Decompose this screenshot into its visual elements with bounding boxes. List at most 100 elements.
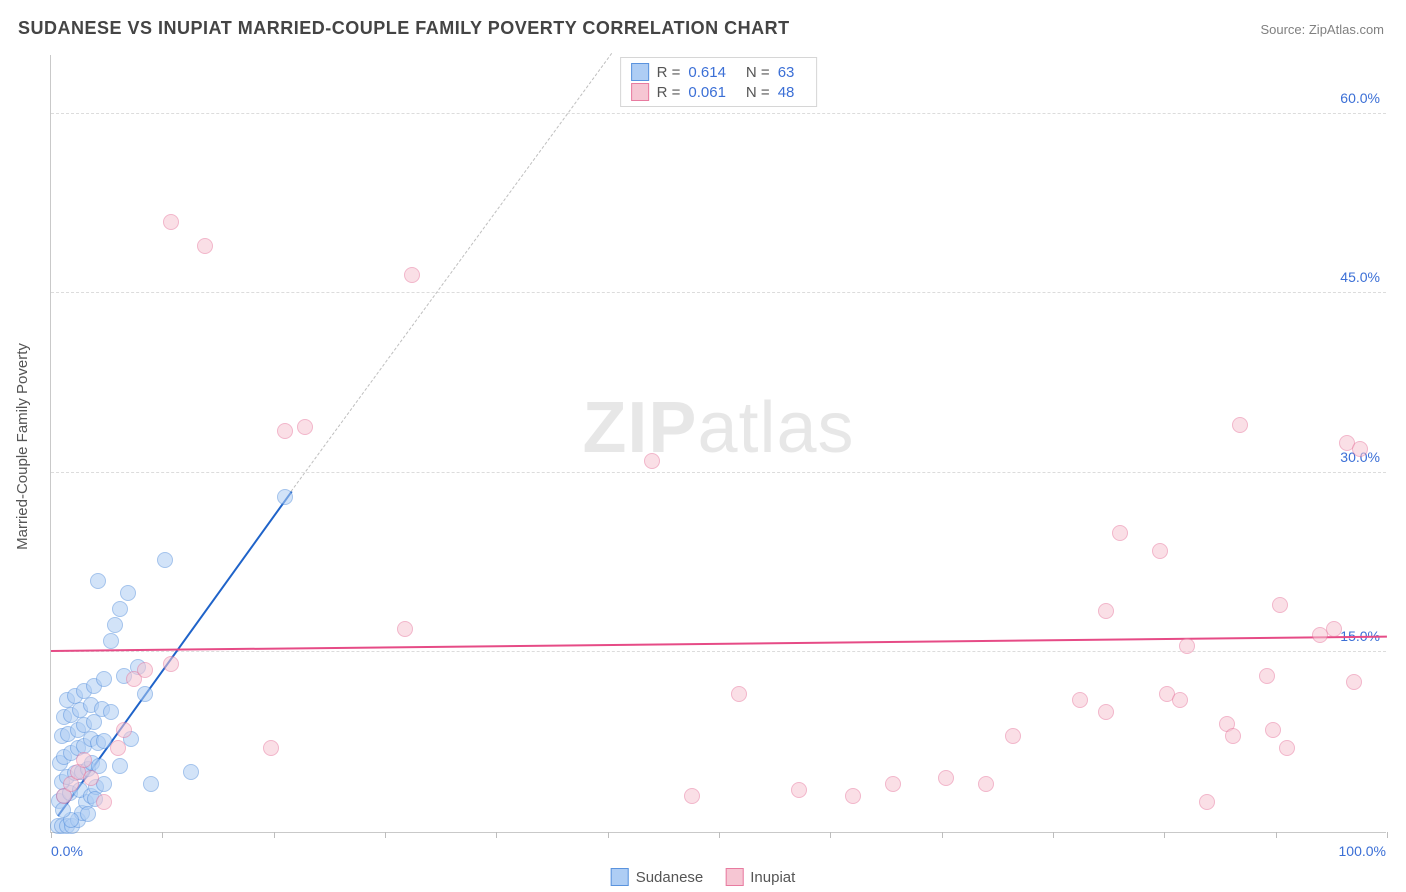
legend-swatch (611, 868, 629, 886)
x-tick (1164, 832, 1165, 838)
data-point (1112, 525, 1128, 541)
data-point (1346, 674, 1362, 690)
data-point (110, 740, 126, 756)
data-point (197, 238, 213, 254)
data-point (80, 806, 96, 822)
legend-label: Inupiat (750, 869, 795, 886)
x-tick (1053, 832, 1054, 838)
data-point (1272, 597, 1288, 613)
n-value: 63 (778, 64, 795, 81)
n-value: 48 (778, 84, 795, 101)
data-point (845, 788, 861, 804)
y-axis-label: Married-Couple Family Poverty (14, 343, 31, 550)
stats-row: R = 0.614 N = 63 (631, 62, 807, 82)
data-point (76, 752, 92, 768)
x-tick (51, 832, 52, 838)
data-point (1098, 603, 1114, 619)
y-axis-label-wrap: Married-Couple Family Poverty (8, 0, 36, 892)
x-tick (1276, 832, 1277, 838)
gridline (51, 113, 1386, 114)
data-point (1005, 728, 1021, 744)
legend-item: Sudanese (611, 868, 704, 886)
x-tick-label: 100.0% (1339, 843, 1386, 859)
r-label: R = (657, 64, 681, 81)
source-label: Source: ZipAtlas.com (1260, 22, 1384, 37)
data-point (112, 758, 128, 774)
x-tick (608, 832, 609, 838)
x-tick (830, 832, 831, 838)
y-tick-label: 60.0% (1340, 90, 1380, 106)
data-point (684, 788, 700, 804)
data-point (1279, 740, 1295, 756)
data-point (978, 776, 994, 792)
legend-swatch (631, 63, 649, 81)
data-point (1232, 417, 1248, 433)
x-tick (385, 832, 386, 838)
data-point (297, 419, 313, 435)
trend-line (291, 53, 612, 492)
stats-row: R = 0.061 N = 48 (631, 82, 807, 102)
data-point (116, 722, 132, 738)
data-point (644, 453, 660, 469)
data-point (1259, 668, 1275, 684)
data-point (404, 267, 420, 283)
y-tick-label: 45.0% (1340, 269, 1380, 285)
data-point (397, 621, 413, 637)
x-tick (162, 832, 163, 838)
legend-swatch (631, 83, 649, 101)
data-point (1072, 692, 1088, 708)
data-point (96, 794, 112, 810)
x-tick (942, 832, 943, 838)
x-tick (719, 832, 720, 838)
x-tick (1387, 832, 1388, 838)
legend-item: Inupiat (725, 868, 795, 886)
data-point (112, 601, 128, 617)
data-point (938, 770, 954, 786)
data-point (55, 802, 71, 818)
data-point (1152, 543, 1168, 559)
data-point (107, 617, 123, 633)
watermark: ZIPatlas (582, 387, 854, 469)
r-value: 0.614 (688, 64, 726, 81)
data-point (1098, 704, 1114, 720)
r-value: 0.061 (688, 84, 726, 101)
data-point (277, 423, 293, 439)
data-point (1225, 728, 1241, 744)
data-point (143, 776, 159, 792)
data-point (1352, 441, 1368, 457)
data-point (731, 686, 747, 702)
chart-title: SUDANESE VS INUPIAT MARRIED-COUPLE FAMIL… (18, 18, 790, 39)
n-label: N = (746, 64, 770, 81)
x-tick-label: 0.0% (51, 843, 83, 859)
data-point (90, 573, 106, 589)
data-point (183, 764, 199, 780)
legend-label: Sudanese (636, 869, 704, 886)
data-point (103, 704, 119, 720)
x-tick (496, 832, 497, 838)
data-point (277, 489, 293, 505)
data-point (1172, 692, 1188, 708)
series-legend: Sudanese Inupiat (611, 868, 796, 886)
data-point (137, 686, 153, 702)
data-point (137, 662, 153, 678)
data-point (96, 671, 112, 687)
data-point (157, 552, 173, 568)
x-tick (274, 832, 275, 838)
data-point (1265, 722, 1281, 738)
data-point (791, 782, 807, 798)
data-point (120, 585, 136, 601)
r-label: R = (657, 84, 681, 101)
data-point (885, 776, 901, 792)
gridline (51, 292, 1386, 293)
data-point (103, 633, 119, 649)
data-point (263, 740, 279, 756)
data-point (1199, 794, 1215, 810)
data-point (1179, 638, 1195, 654)
n-label: N = (746, 84, 770, 101)
stats-legend: R = 0.614 N = 63 R = 0.061 N = 48 (620, 57, 818, 107)
data-point (163, 656, 179, 672)
gridline (51, 472, 1386, 473)
data-point (163, 214, 179, 230)
data-point (83, 770, 99, 786)
data-point (1326, 621, 1342, 637)
